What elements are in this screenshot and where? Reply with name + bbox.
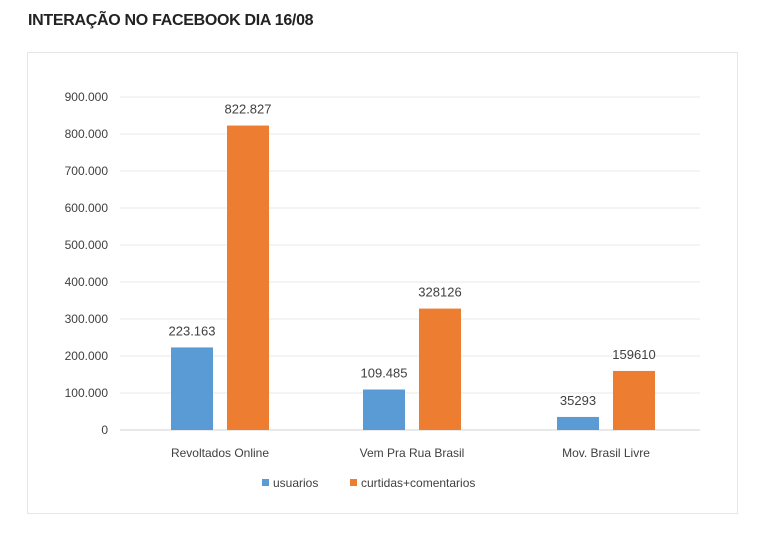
- bar-usuarios: [363, 389, 405, 430]
- bar-curtidas-comentarios: [613, 370, 655, 430]
- bar-curtidas-comentarios: [419, 308, 461, 430]
- y-tick-label: 0: [101, 423, 108, 437]
- data-label: 223.163: [169, 323, 216, 338]
- y-tick-label: 700.000: [65, 164, 109, 178]
- y-tick-label: 600.000: [65, 201, 109, 215]
- chart-title: INTERAÇÃO NO FACEBOOK DIA 16/08: [28, 12, 314, 29]
- data-label: 822.827: [225, 102, 272, 117]
- bar-usuarios: [171, 347, 213, 430]
- legend-label: curtidas+comentarios: [361, 476, 475, 490]
- y-tick-label: 300.000: [65, 312, 109, 326]
- x-tick-label: Vem Pra Rua Brasil: [360, 446, 465, 460]
- legend-swatch: [262, 479, 269, 486]
- y-tick-label: 800.000: [65, 127, 109, 141]
- y-tick-label: 100.000: [65, 386, 109, 400]
- data-label: 35293: [560, 393, 596, 408]
- bar-curtidas-comentarios: [227, 125, 269, 430]
- bar-usuarios: [557, 416, 599, 430]
- y-tick-label: 400.000: [65, 275, 109, 289]
- y-tick-label: 500.000: [65, 238, 109, 252]
- x-tick-label: Revoltados Online: [171, 446, 269, 460]
- data-label: 159610: [612, 347, 655, 362]
- y-tick-label: 900.000: [65, 90, 109, 104]
- data-label: 328126: [418, 285, 461, 300]
- data-label: 109.485: [361, 365, 408, 380]
- x-tick-label: Mov. Brasil Livre: [562, 446, 650, 460]
- legend-swatch: [350, 479, 357, 486]
- chart-frame: [27, 52, 738, 514]
- y-tick-label: 200.000: [65, 349, 109, 363]
- legend-label: usuarios: [273, 476, 318, 490]
